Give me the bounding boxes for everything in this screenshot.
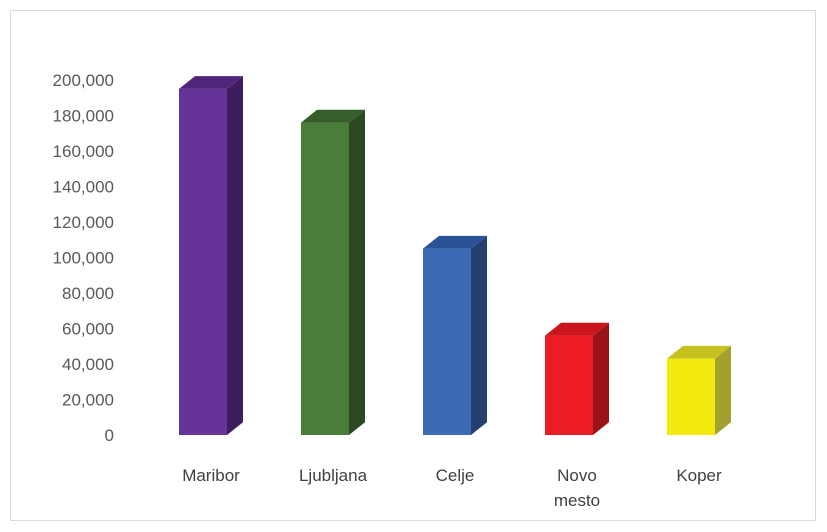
x-category-label: mesto bbox=[554, 491, 600, 510]
y-tick-label: 100,000 bbox=[53, 249, 114, 268]
bar-front bbox=[545, 335, 593, 435]
bar-front bbox=[667, 358, 715, 435]
bar-top bbox=[667, 345, 731, 359]
x-category-label: Maribor bbox=[182, 466, 240, 485]
bar-side bbox=[227, 76, 243, 435]
bar-side bbox=[715, 345, 731, 435]
bar-side bbox=[593, 322, 609, 435]
bar-top bbox=[423, 235, 487, 249]
bar-side bbox=[349, 109, 365, 436]
y-tick-label: 160,000 bbox=[53, 142, 114, 161]
bar-top bbox=[179, 76, 243, 89]
bar-front bbox=[179, 88, 227, 435]
y-tick-label: 120,000 bbox=[53, 213, 114, 232]
bar-top bbox=[545, 322, 609, 336]
bar-front bbox=[301, 122, 349, 435]
x-category-label: Ljubljana bbox=[299, 466, 368, 485]
y-tick-label: 80,000 bbox=[62, 284, 114, 303]
y-tick-label: 40,000 bbox=[62, 355, 114, 374]
x-category-label: Celje bbox=[436, 466, 475, 485]
bar-side bbox=[471, 235, 487, 435]
y-tick-label: 20,000 bbox=[62, 391, 114, 410]
y-tick-label: 60,000 bbox=[62, 320, 114, 339]
bar-front bbox=[423, 248, 471, 435]
x-category-label: Novo bbox=[557, 466, 597, 485]
bar-top bbox=[301, 109, 365, 123]
x-category-label: Koper bbox=[676, 466, 722, 485]
y-tick-label: 200,000 bbox=[53, 71, 114, 90]
y-tick-label: 180,000 bbox=[53, 107, 114, 126]
chart-frame bbox=[10, 10, 816, 521]
y-tick-label: 140,000 bbox=[53, 178, 114, 197]
y-tick-label: 0 bbox=[105, 426, 114, 445]
